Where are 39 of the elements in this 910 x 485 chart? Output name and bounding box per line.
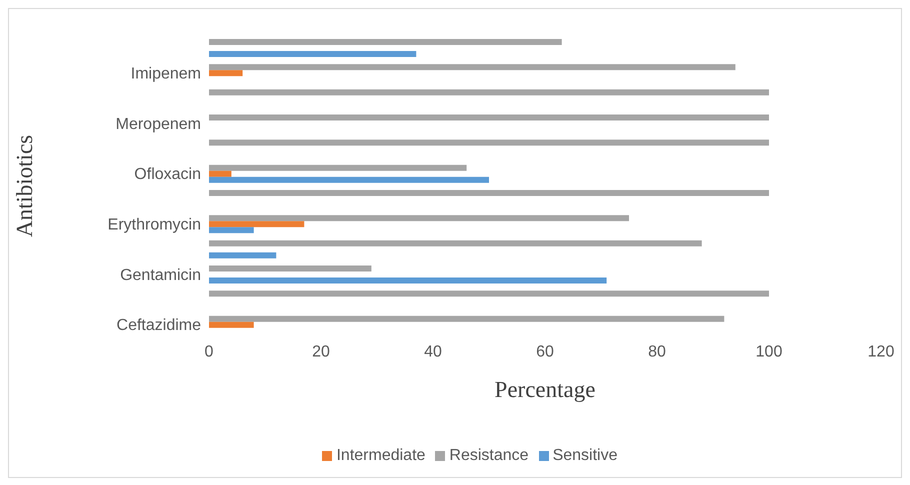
x-tick-label: 20 [312,343,330,360]
bar [209,39,562,45]
bar [209,89,769,96]
bar [209,164,467,171]
legend-label: Resistance [449,447,529,464]
bar [209,140,769,146]
x-tick-label: 100 [756,343,782,360]
bar [209,64,736,70]
bar [209,227,254,234]
bar [209,266,372,272]
x-tick-label: 120 [868,343,894,360]
bar [209,176,489,183]
y-tick-label: Gentamicin [120,266,201,284]
bar [209,322,254,328]
x-axis-title: Percentage [494,377,596,402]
x-tick-label: 60 [536,343,554,360]
y-tick-label: Ceftazidime [116,317,202,334]
y-tick-label: Meropenem [116,116,201,133]
bar [209,221,304,228]
bar [209,170,232,177]
bar [209,240,702,246]
bar [209,51,416,57]
y-tick-label: Imipenem [130,65,201,82]
x-tick-label: 0 [204,343,214,360]
bar [209,316,724,322]
y-axis-title: Antibiotics [12,134,38,238]
x-tick-label: 40 [424,343,442,360]
y-tick-label: Erythromycin [108,216,201,234]
y-tick-label: Ofloxacin [134,166,201,184]
bar [209,114,769,120]
bar [209,290,769,297]
bar [209,278,607,284]
bar [209,252,276,258]
bar [209,190,769,196]
legend-label: Sensitive [552,447,618,464]
bar [209,215,629,222]
legend-label: Intermediate [336,447,426,464]
bar [209,70,243,76]
x-tick-label: 80 [648,343,666,360]
